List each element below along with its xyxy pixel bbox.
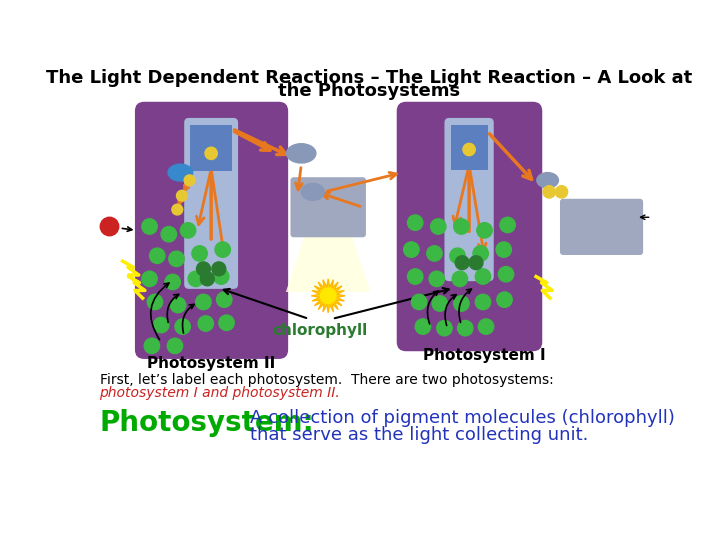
Ellipse shape: [287, 144, 316, 163]
Circle shape: [171, 298, 186, 313]
Bar: [652, 213, 698, 242]
Circle shape: [408, 215, 423, 231]
Circle shape: [454, 296, 469, 311]
Circle shape: [455, 256, 469, 269]
Text: Photosystem II: Photosystem II: [147, 356, 275, 371]
Circle shape: [176, 190, 187, 201]
Circle shape: [167, 338, 183, 354]
FancyBboxPatch shape: [560, 199, 643, 255]
Text: Photosystem I: Photosystem I: [423, 348, 546, 363]
Circle shape: [452, 271, 467, 287]
Circle shape: [500, 217, 516, 233]
Circle shape: [161, 226, 176, 242]
Circle shape: [432, 296, 448, 311]
Circle shape: [415, 319, 431, 334]
Text: chlorophyll: chlorophyll: [273, 323, 368, 338]
Circle shape: [411, 294, 427, 309]
Circle shape: [478, 319, 494, 334]
Circle shape: [205, 147, 217, 159]
Circle shape: [477, 222, 492, 238]
Text: First, let’s label each photosystem.  There are two photosystems:: First, let’s label each photosystem. The…: [99, 373, 553, 387]
Circle shape: [213, 269, 229, 284]
Circle shape: [188, 271, 204, 287]
Circle shape: [457, 320, 473, 336]
Circle shape: [212, 262, 226, 276]
Circle shape: [144, 338, 160, 354]
Circle shape: [180, 222, 196, 238]
Circle shape: [469, 256, 483, 269]
Circle shape: [496, 242, 511, 257]
Circle shape: [450, 248, 465, 264]
FancyBboxPatch shape: [397, 102, 542, 351]
Text: photosystem I and photosystem II.: photosystem I and photosystem II.: [99, 386, 341, 400]
Ellipse shape: [301, 184, 324, 200]
Circle shape: [150, 248, 165, 264]
Circle shape: [498, 267, 514, 282]
Text: the Photosystems: the Photosystems: [278, 82, 460, 100]
Text: A collection of pigment molecules (chlorophyll): A collection of pigment molecules (chlor…: [250, 409, 675, 427]
Circle shape: [555, 186, 567, 198]
Circle shape: [427, 246, 442, 261]
Circle shape: [100, 217, 119, 236]
Circle shape: [142, 219, 157, 234]
Bar: [451, 125, 487, 170]
FancyBboxPatch shape: [135, 102, 288, 359]
Circle shape: [148, 294, 163, 309]
Circle shape: [219, 315, 234, 330]
Circle shape: [200, 272, 215, 286]
Ellipse shape: [168, 164, 193, 181]
Circle shape: [454, 219, 469, 234]
Circle shape: [197, 262, 210, 276]
Circle shape: [463, 143, 475, 156]
Circle shape: [404, 242, 419, 257]
Circle shape: [431, 219, 446, 234]
Circle shape: [198, 316, 213, 331]
Circle shape: [153, 318, 168, 333]
Bar: [190, 125, 232, 171]
Circle shape: [165, 274, 180, 289]
Circle shape: [473, 246, 488, 261]
Circle shape: [168, 251, 184, 267]
Circle shape: [184, 175, 195, 186]
FancyBboxPatch shape: [290, 177, 366, 237]
FancyBboxPatch shape: [184, 118, 238, 289]
Circle shape: [429, 271, 444, 287]
Ellipse shape: [537, 173, 559, 188]
Polygon shape: [311, 279, 345, 313]
Polygon shape: [286, 234, 371, 292]
Circle shape: [172, 204, 183, 215]
Circle shape: [543, 186, 555, 198]
Circle shape: [437, 320, 452, 336]
Circle shape: [408, 269, 423, 284]
Circle shape: [217, 292, 232, 307]
Circle shape: [196, 294, 211, 309]
Circle shape: [475, 294, 490, 309]
Circle shape: [497, 292, 512, 307]
Circle shape: [142, 271, 157, 287]
Circle shape: [192, 246, 207, 261]
Text: that serve as the light collecting unit.: that serve as the light collecting unit.: [250, 426, 588, 444]
Circle shape: [175, 319, 190, 334]
Text: The Light Dependent Reactions – The Light Reaction – A Look at: The Light Dependent Reactions – The Ligh…: [46, 69, 692, 86]
Circle shape: [475, 269, 490, 284]
Circle shape: [215, 242, 230, 257]
Text: Photosystem:: Photosystem:: [99, 409, 314, 437]
FancyBboxPatch shape: [444, 118, 494, 281]
